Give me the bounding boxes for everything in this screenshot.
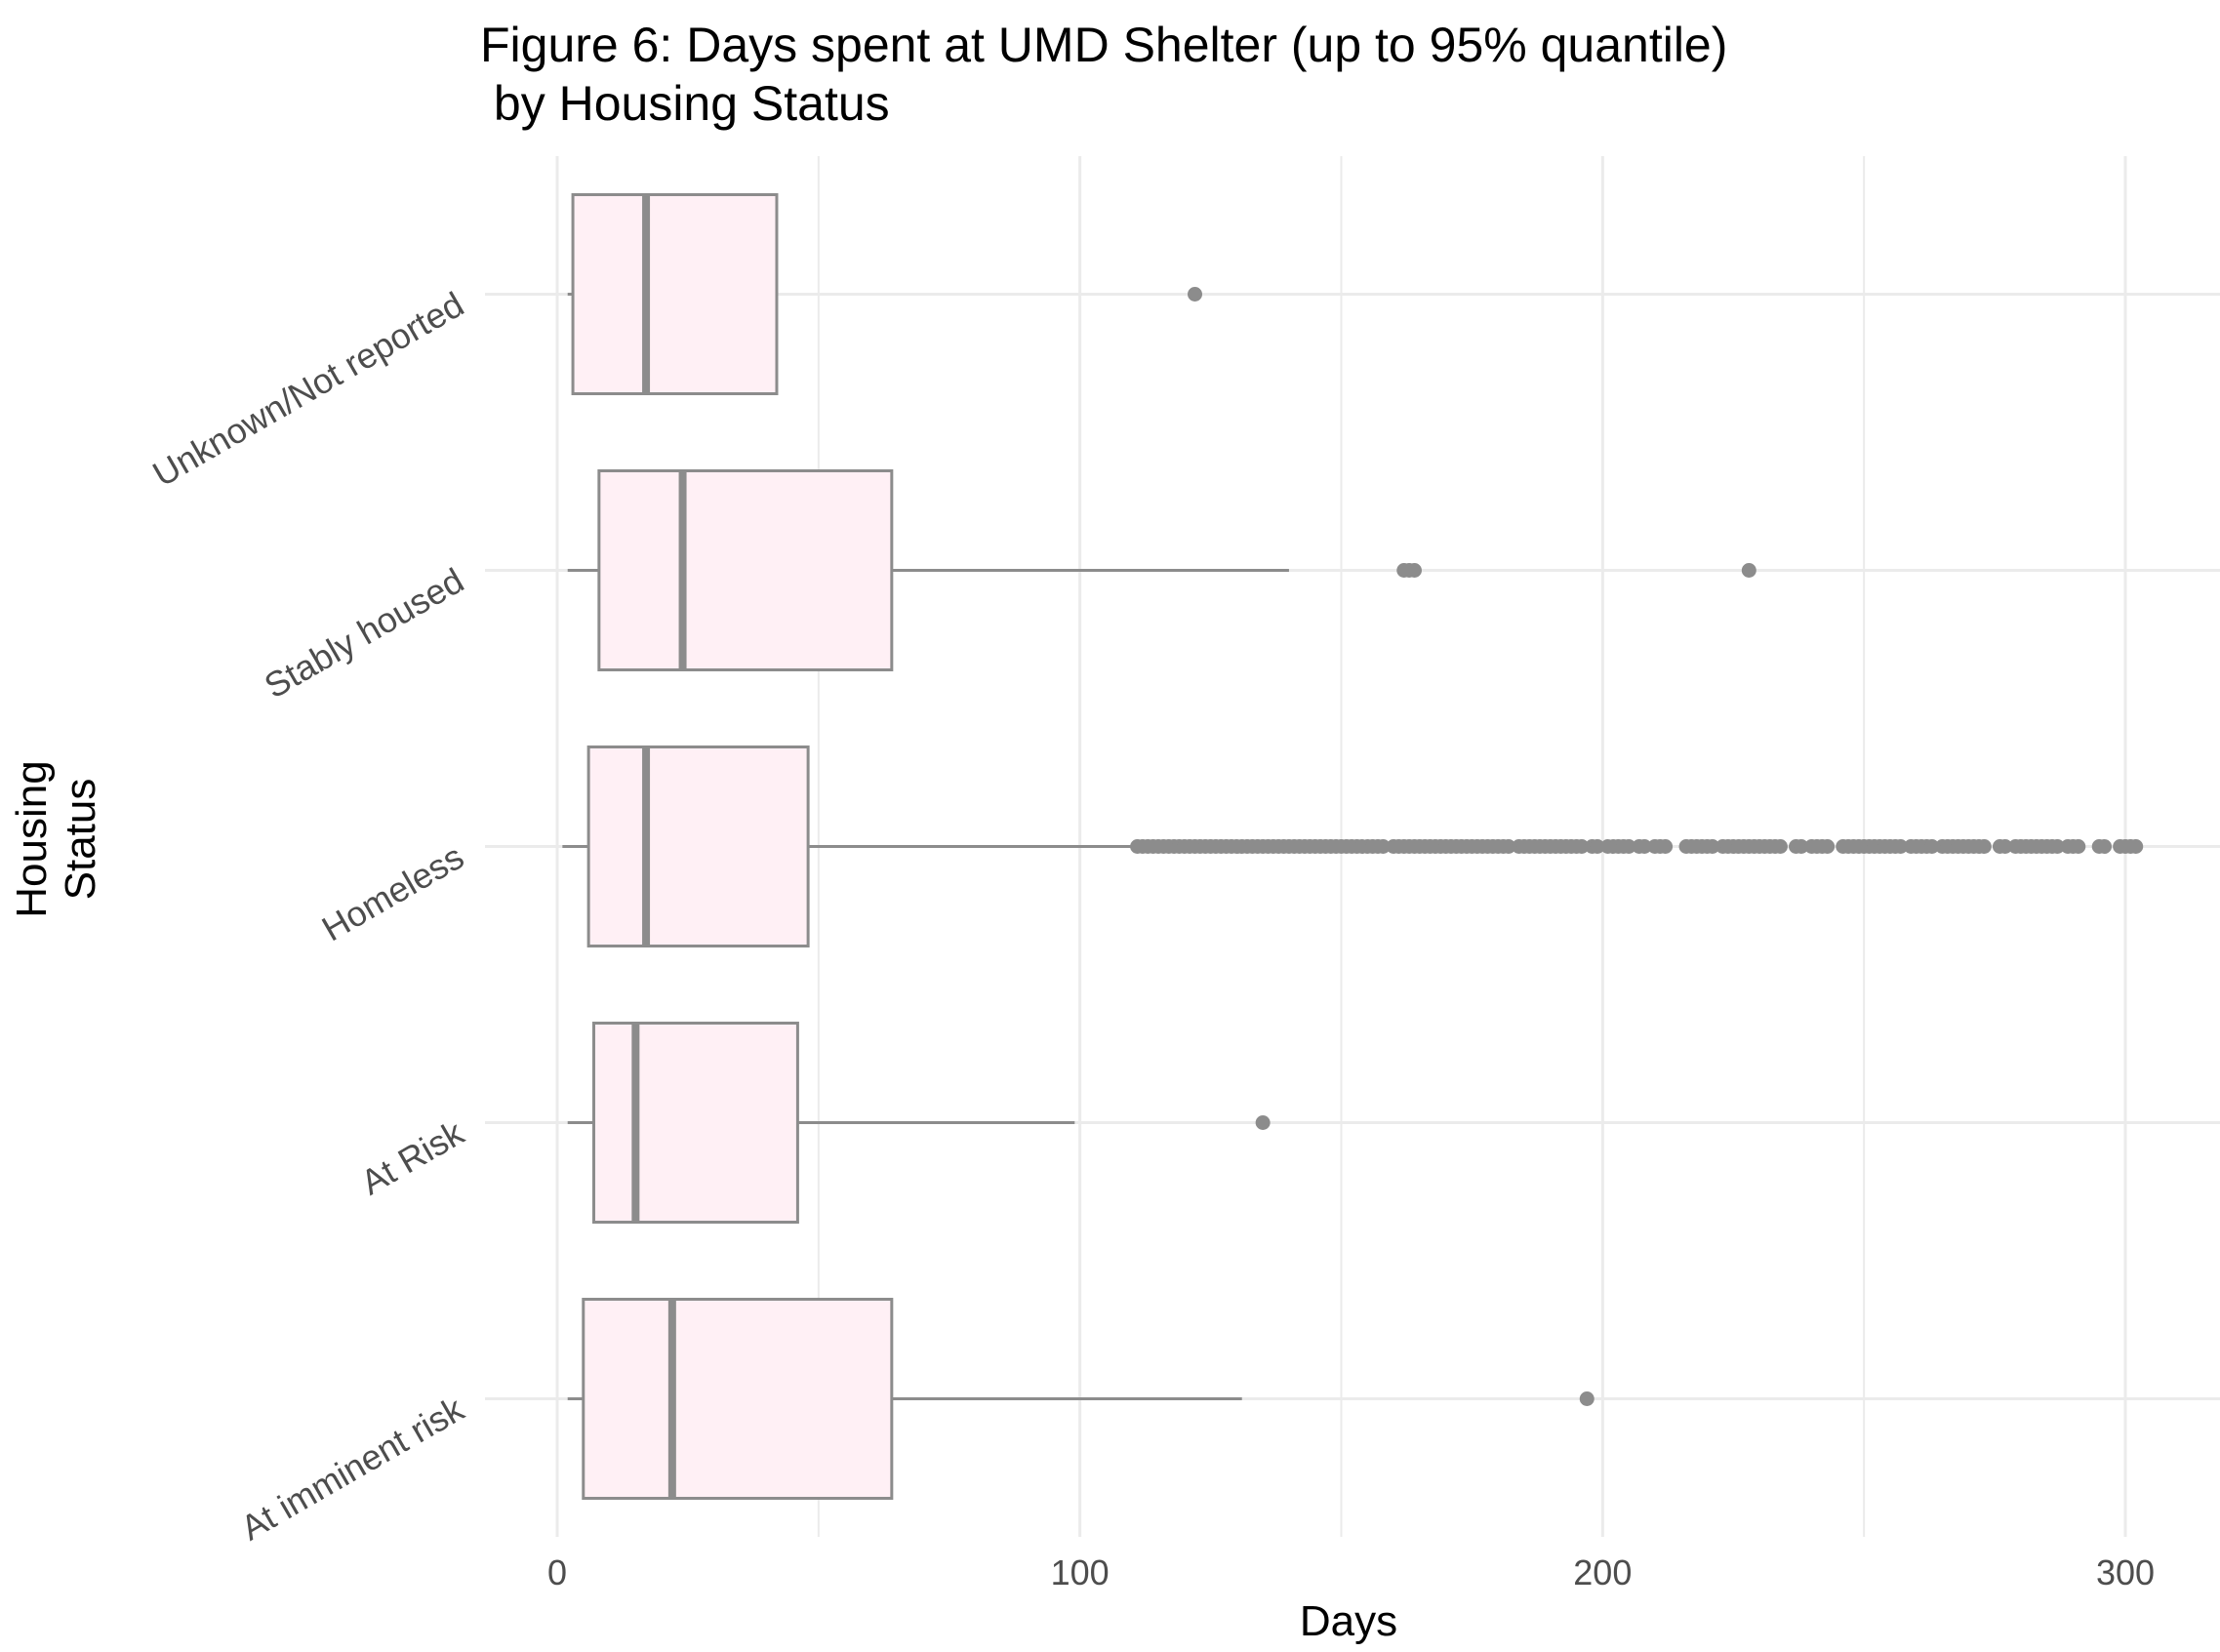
outlier-point [1772,839,1788,854]
x-tick-label: 200 [1573,1552,1632,1592]
x-tick-label: 300 [2096,1552,2155,1592]
outlier-point [1820,839,1836,854]
outlier-point [1406,563,1422,578]
outlier-point [1188,287,1203,302]
outlier-point [1705,839,1720,854]
box-iqr [597,469,894,671]
outlier-point [1501,839,1516,854]
box-iqr [586,745,810,947]
chart-title-line-1: Figure 6: Days spent at UMD Shelter (up … [480,18,1727,72]
outlier-point [1976,839,1992,854]
y-axis-title-group: Housing Status [8,760,104,917]
outlier-point [1658,839,1674,854]
box-group [567,469,1756,671]
outlier-point [1636,839,1652,854]
outlier-point [1574,839,1590,854]
chart-title-line-2: by Housing Status [480,76,890,131]
box-layer [562,193,2144,1500]
outlier-point [1998,839,2013,854]
outlier-point [1794,839,1809,854]
outlier-point [2097,839,2113,854]
y-axis-title-line-2: Status [57,779,104,901]
box-iqr [571,193,779,395]
outlier-point [1741,563,1756,578]
outlier-point [1255,1115,1271,1130]
x-axis-title: Days [1300,1597,1397,1645]
outlier-point [2049,839,2065,854]
x-tick-label: 100 [1051,1552,1110,1592]
y-tick-label: Stably housed [258,560,470,706]
x-tick-label: 0 [547,1552,567,1592]
outlier-point [1375,839,1391,854]
box-iqr [591,1022,799,1224]
box-iqr [582,1298,894,1500]
box-group [567,1298,1594,1500]
box-group [567,193,1203,395]
outlier-point [2128,839,2144,854]
outlier-point [2071,839,2086,854]
outlier-point [1590,839,1605,854]
box-group [562,745,2144,947]
y-axis-title-line-1: Housing [8,760,56,917]
y-tick-label: At Risk [354,1111,471,1202]
y-tick-label: At imminent risk [234,1388,471,1548]
box-group [567,1022,1271,1224]
outlier-point [1621,839,1636,854]
outlier-point [1924,839,1940,854]
outlier-point [1579,1391,1594,1406]
tick-label-layer: 0 100 200 300 Unknown/Not reported Stably hou… [146,284,2155,1592]
outlier-point [1893,839,1909,854]
y-tick-label: Homeless [315,836,470,949]
y-tick-label: Unknown/Not reported [146,284,470,495]
